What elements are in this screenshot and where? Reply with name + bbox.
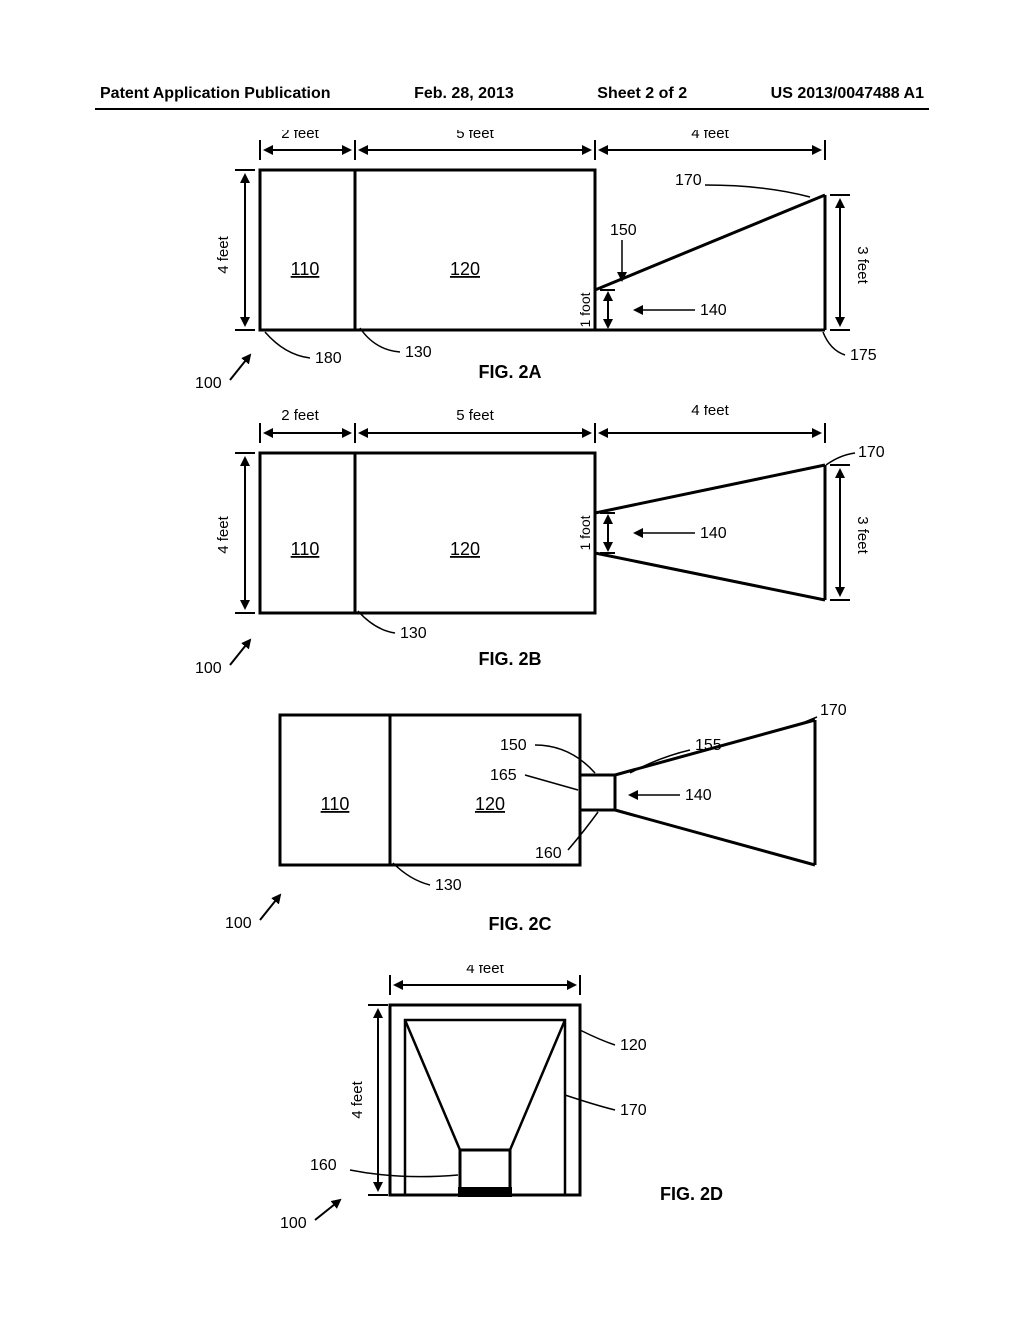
- ref-100: 100: [195, 375, 222, 390]
- dim-1ft: 1 foot: [577, 292, 593, 327]
- fig-2b: 2 feet 5 feet 4 feet 4 feet 3 feet 1 foo…: [190, 405, 910, 675]
- dim-2ft-b: 2 feet: [281, 407, 319, 424]
- ref-120c: 120: [475, 794, 505, 814]
- ref-110: 110: [291, 259, 320, 279]
- ref-120: 120: [450, 259, 480, 279]
- fig-2c: 110 120 150 165 155 170 140 160 130 100 …: [190, 695, 910, 945]
- dim-3ft-b: 3 feet: [854, 516, 871, 554]
- ref-155c: 155: [695, 737, 722, 754]
- docnum-text: US 2013/0047488 A1: [771, 85, 924, 103]
- ref-170: 170: [675, 172, 702, 189]
- ref-170b: 170: [858, 444, 885, 461]
- ref-160d: 160: [310, 1157, 337, 1174]
- ref-100c: 100: [225, 915, 252, 932]
- ref-170c: 170: [820, 702, 847, 719]
- caption-2b: FIG. 2B: [478, 649, 541, 669]
- caption-2d: FIG. 2D: [660, 1184, 723, 1204]
- sheet-text: Sheet 2 of 2: [597, 85, 687, 103]
- ref-140c: 140: [685, 787, 712, 804]
- ref-180: 180: [315, 350, 342, 367]
- ref-165c: 165: [490, 767, 517, 784]
- dim-2ft: 2 feet: [281, 130, 319, 142]
- dim-4ft-dv: 4 feet: [349, 1080, 366, 1118]
- ref-175: 175: [850, 347, 877, 364]
- caption-2a: FIG. 2A: [478, 362, 541, 382]
- ref-140: 140: [700, 302, 727, 319]
- dim-4ft-d: 4 feet: [466, 965, 504, 977]
- fig-2a: 2 feet 5 feet 4 feet 4 feet 3 feet: [190, 130, 910, 390]
- dim-5ft: 5 feet: [456, 130, 494, 142]
- ref-150c: 150: [500, 737, 527, 754]
- ref-110b: 110: [291, 539, 320, 559]
- dim-4ft-b: 4 feet: [691, 405, 729, 419]
- ref-170d: 170: [620, 1102, 647, 1119]
- ref-100d: 100: [280, 1215, 307, 1232]
- fig-2d: 4 feet 4 feet 120 170 160 100 FIG. 2D: [240, 965, 760, 1245]
- page-header: Patent Application Publication Feb. 28, …: [100, 85, 924, 103]
- dim-1ft-b: 1 foot: [577, 515, 593, 550]
- page: Patent Application Publication Feb. 28, …: [0, 0, 1024, 1320]
- ref-160c: 160: [535, 845, 562, 862]
- ref-130b: 130: [400, 625, 427, 642]
- dim-4ft-v: 4 feet: [215, 235, 232, 273]
- ref-100b: 100: [195, 660, 222, 675]
- ref-130c: 130: [435, 877, 462, 894]
- header-rule: [95, 108, 929, 110]
- ref-120d: 120: [620, 1037, 647, 1054]
- dim-5ft-b: 5 feet: [456, 407, 494, 424]
- ref-130: 130: [405, 344, 432, 361]
- ref-110c: 110: [321, 794, 350, 814]
- ref-120b: 120: [450, 539, 480, 559]
- dim-4ft-vb: 4 feet: [215, 515, 232, 553]
- dim-3ft: 3 feet: [854, 246, 871, 284]
- date-text: Feb. 28, 2013: [414, 85, 514, 103]
- publication-text: Patent Application Publication: [100, 85, 331, 103]
- caption-2c: FIG. 2C: [488, 914, 551, 934]
- ref-150: 150: [610, 222, 637, 239]
- dim-4ft: 4 feet: [691, 130, 729, 142]
- ref-140b: 140: [700, 525, 727, 542]
